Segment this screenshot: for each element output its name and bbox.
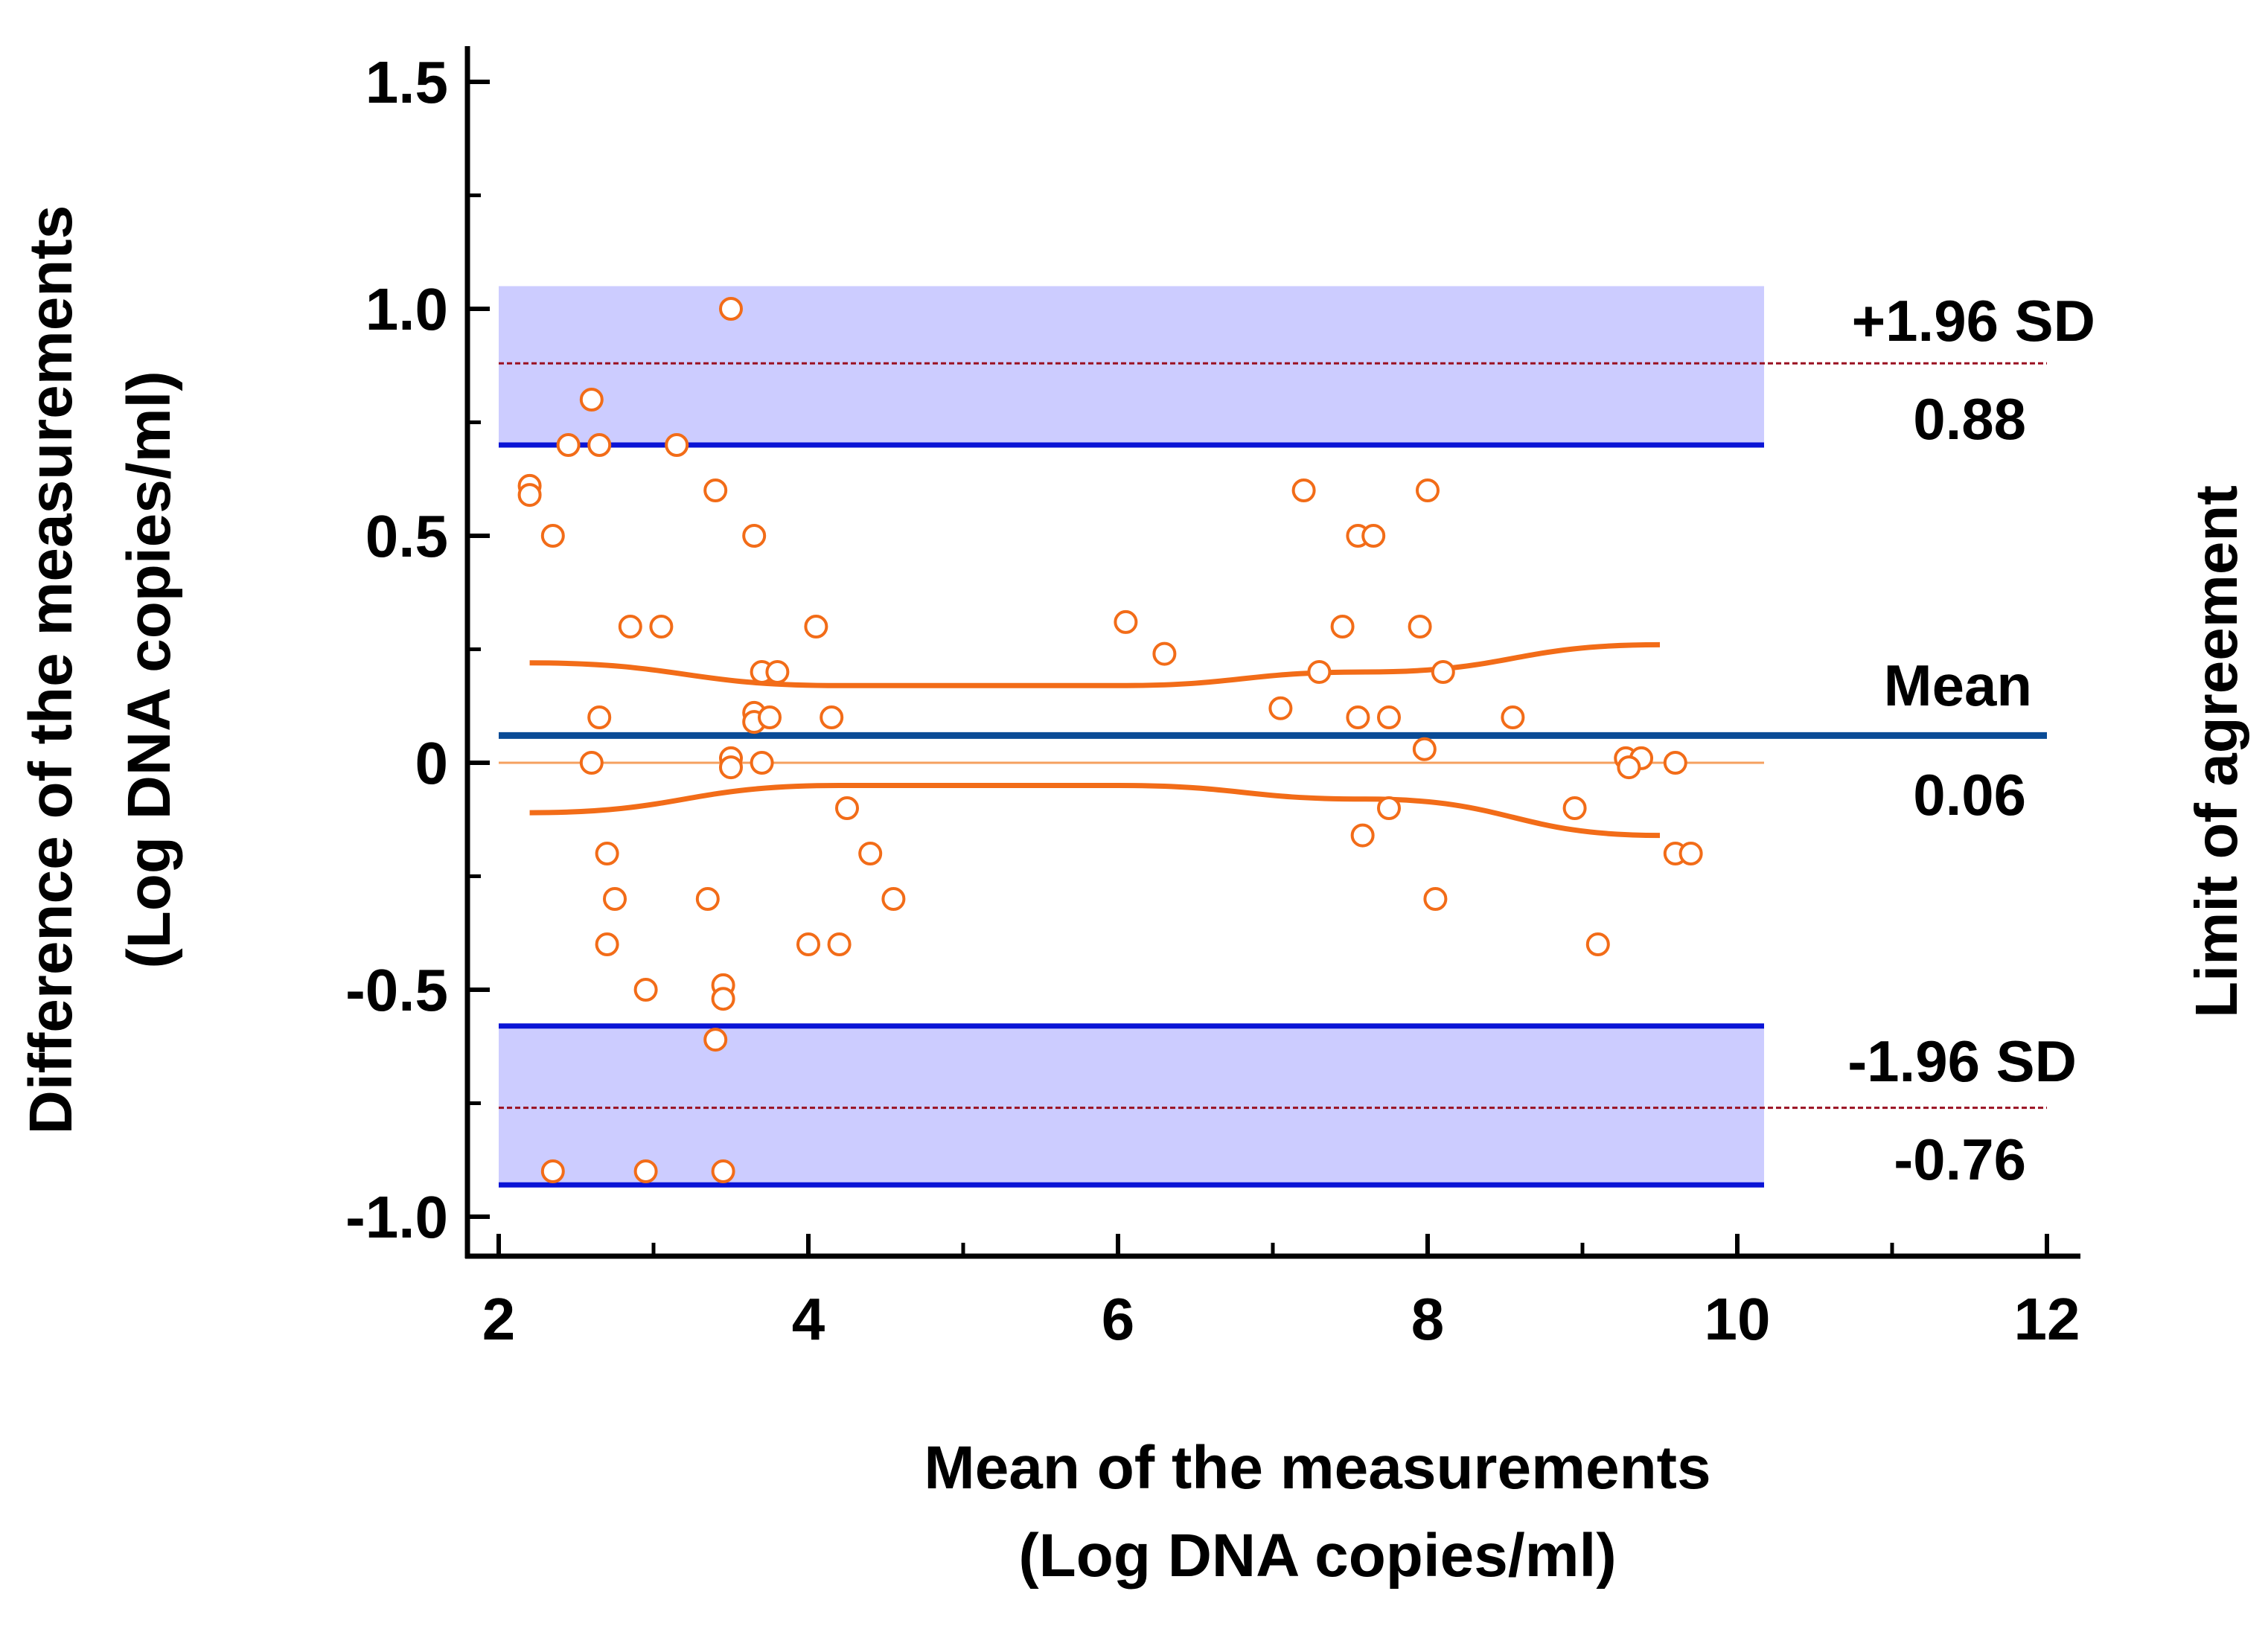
data-point xyxy=(750,751,774,775)
data-point xyxy=(703,1028,728,1052)
data-point xyxy=(665,433,689,457)
data-point xyxy=(695,887,720,911)
data-point xyxy=(595,932,619,956)
data-point xyxy=(1330,615,1355,638)
data-point xyxy=(796,932,820,956)
data-point xyxy=(1678,842,1703,865)
data-point xyxy=(587,433,612,457)
x-axis-title-line2: (Log DNA copies/ml) xyxy=(1018,1522,1616,1590)
upper-loa-ci-band xyxy=(499,286,1764,445)
mean-label: Mean xyxy=(1884,653,2032,718)
data-point xyxy=(1152,641,1177,666)
data-point xyxy=(1291,478,1316,502)
y-tick-label: 0.5 xyxy=(365,503,448,569)
y-axis-title-line2: (Log DNA copies/ml) xyxy=(115,371,183,968)
data-point xyxy=(1663,751,1687,775)
lower-loa-value: -0.76 xyxy=(1894,1127,2026,1192)
data-point xyxy=(1361,524,1386,548)
y-tick-label: -1.0 xyxy=(345,1184,448,1250)
upper-loa-label: +1.96 SD xyxy=(1852,288,2095,353)
x-tick-label: 12 xyxy=(2014,1286,2080,1352)
data-point xyxy=(1408,615,1432,638)
data-point xyxy=(835,796,859,820)
lower-loa-ci-band xyxy=(499,1025,1764,1185)
y-tick-label: 1.5 xyxy=(365,49,448,115)
data-point xyxy=(711,987,735,1011)
data-point xyxy=(540,524,565,548)
y-tick-label: 0 xyxy=(415,730,449,796)
data-point xyxy=(603,887,627,911)
data-point xyxy=(633,1159,658,1183)
data-point xyxy=(827,932,852,956)
data-point xyxy=(1423,887,1448,911)
data-point xyxy=(719,297,743,321)
data-point xyxy=(1377,705,1401,729)
data-point xyxy=(633,978,658,1002)
data-point xyxy=(1562,796,1587,820)
data-point xyxy=(858,842,883,865)
data-point xyxy=(1346,705,1370,729)
tick-labels: -1.0 -0.5 0 0.5 1.0 1.5 2 4 6 8 10 12 xyxy=(345,49,2080,1352)
axes xyxy=(464,46,2080,1259)
y-tick-label: 1.0 xyxy=(365,276,448,342)
data-point xyxy=(517,483,542,508)
data-point xyxy=(765,660,790,684)
data-point xyxy=(1416,478,1440,502)
x-axis-title-line1: Mean of the measurements xyxy=(924,1434,1710,1502)
data-point xyxy=(804,615,828,638)
data-point xyxy=(1501,705,1525,729)
data-point xyxy=(579,388,604,412)
upper-loa-value: 0.88 xyxy=(1913,386,2026,452)
data-point xyxy=(1431,660,1455,684)
data-point xyxy=(587,705,612,729)
regression-ci-lower-curve xyxy=(529,782,1661,839)
x-tick-label: 4 xyxy=(792,1286,825,1352)
data-point xyxy=(618,615,642,638)
data-point xyxy=(1307,660,1332,684)
y-axis-title-line1: Difference of the measurements xyxy=(17,205,85,1135)
data-point xyxy=(820,705,844,729)
data-point xyxy=(742,524,767,548)
data-point xyxy=(595,842,619,865)
loa-confidence-bands xyxy=(499,286,1764,1185)
data-point xyxy=(540,1159,565,1183)
data-point xyxy=(719,755,743,780)
x-tick-label: 8 xyxy=(1411,1286,1445,1352)
data-point xyxy=(703,478,728,502)
data-point xyxy=(1377,796,1401,820)
data-points xyxy=(517,297,1703,1183)
data-point xyxy=(556,433,581,457)
data-point xyxy=(1114,609,1138,634)
y-tick-label: -0.5 xyxy=(345,957,448,1023)
data-point xyxy=(1585,932,1610,956)
data-point xyxy=(758,705,782,729)
data-point xyxy=(711,1159,735,1183)
reference-lines xyxy=(499,362,2047,1188)
right-axis-title: Limit of agreement xyxy=(2183,485,2249,1018)
data-point xyxy=(1350,823,1375,848)
data-point xyxy=(1412,737,1437,761)
mean-value: 0.06 xyxy=(1913,762,2026,828)
data-point xyxy=(579,751,604,775)
regression-ci-upper-curve xyxy=(529,641,1661,688)
x-tick-label: 2 xyxy=(482,1286,516,1352)
x-tick-label: 6 xyxy=(1102,1286,1135,1352)
x-tick-label: 10 xyxy=(1705,1286,1771,1352)
data-point xyxy=(881,887,906,911)
data-point xyxy=(1617,755,1641,780)
data-point xyxy=(1268,696,1293,720)
lower-loa-label: -1.96 SD xyxy=(1847,1028,2077,1094)
data-point xyxy=(649,615,674,638)
